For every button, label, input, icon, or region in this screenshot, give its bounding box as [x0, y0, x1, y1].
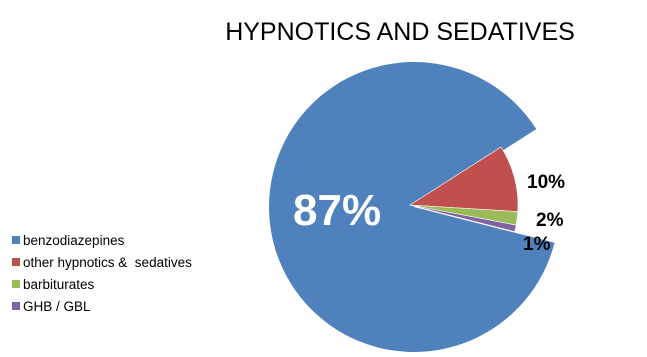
legend-item-benzodiazepines: benzodiazepines [12, 233, 192, 255]
pie-slice-ghb-gbl [409, 204, 517, 233]
legend-item-barbiturates: barbiturates [12, 277, 192, 299]
legend-swatch-benzodiazepines [12, 236, 20, 245]
data-label-other-hypnotics: 10% [527, 172, 565, 193]
pie-slice-benzodiazepines [269, 62, 555, 353]
legend: benzodiazepines other hypnotics & sedati… [12, 233, 192, 321]
legend-swatch-barbiturates [12, 280, 20, 289]
legend-swatch-ghb-gbl [12, 302, 20, 311]
legend-item-ghb-gbl: GHB / GBL [12, 299, 192, 321]
legend-label-other-hypnotics: other hypnotics & sedatives [23, 255, 192, 270]
data-label-barbiturates: 2% [536, 210, 564, 231]
legend-swatch-other-hypnotics [12, 258, 20, 267]
legend-label-ghb-gbl: GHB / GBL [23, 299, 91, 314]
data-label-ghb-gbl: 1% [523, 234, 551, 255]
legend-label-benzodiazepines: benzodiazepines [23, 233, 125, 248]
legend-item-other-hypnotics: other hypnotics & sedatives [12, 255, 192, 277]
chart-title: HYPNOTICS AND SEDATIVES [225, 18, 575, 46]
data-label-benzodiazepines: 87% [293, 186, 381, 235]
legend-label-barbiturates: barbiturates [23, 277, 95, 292]
